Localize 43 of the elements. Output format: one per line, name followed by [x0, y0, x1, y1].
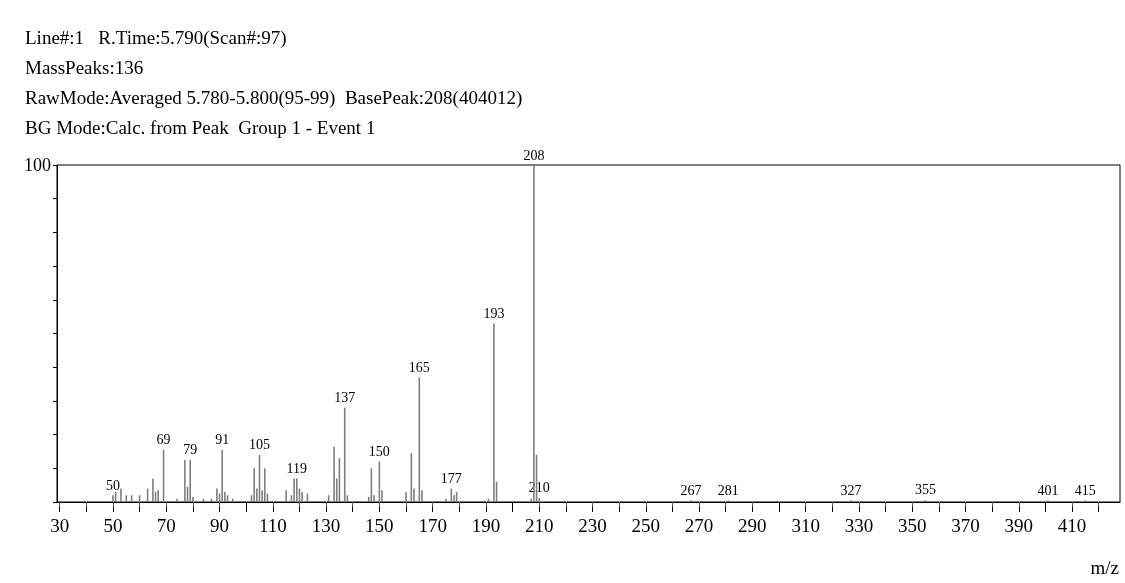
x-tick-label: 50 [103, 515, 123, 536]
annotation: 208 [523, 147, 545, 163]
annotation: 210 [528, 480, 550, 496]
x-tick-label: 290 [738, 515, 767, 536]
x-tick-label: 270 [684, 515, 714, 536]
annotation: 281 [717, 482, 739, 498]
annotation: 150 [368, 444, 390, 460]
x-tick-label: 130 [311, 515, 341, 536]
x-tick-label: 250 [631, 515, 661, 536]
annotation: 401 [1037, 482, 1059, 498]
annotation: 137 [334, 390, 356, 406]
annotation: 177 [440, 471, 462, 487]
x-tick-label: 310 [791, 515, 820, 536]
annotation: 267 [680, 482, 702, 498]
annotation: 91 [215, 432, 230, 448]
annotation: 105 [248, 437, 270, 453]
x-tick-label: 330 [844, 515, 874, 536]
annotation: 415 [1074, 482, 1096, 498]
x-tick-label: 230 [578, 515, 607, 536]
annotation: 50 [105, 477, 120, 493]
x-tick-label: 170 [418, 515, 447, 536]
annotation: 327 [840, 482, 862, 498]
x-tick-label: 210 [524, 515, 554, 536]
x-tick-label: 70 [156, 515, 176, 536]
x-tick-label: 410 [1057, 515, 1087, 536]
x-tick-label: 370 [951, 515, 980, 536]
chart-title: Line#:1 R.Time:5.790(Scan#:97) [25, 27, 287, 49]
annotation: 193 [483, 305, 505, 321]
x-tick-label: 190 [471, 515, 501, 536]
annotation: 165 [408, 359, 430, 375]
annotation: 79 [183, 442, 198, 458]
x-tick-label: 110 [258, 515, 287, 536]
annotation: 69 [156, 432, 171, 448]
x-axis-title: m/z [1090, 557, 1120, 578]
y-tick-label: 100 [24, 155, 51, 175]
x-tick-label: 90 [210, 515, 230, 536]
annotation: 355 [915, 482, 937, 498]
x-tick-label: 30 [50, 515, 70, 536]
x-tick-label: 350 [897, 515, 927, 536]
annotation: 119 [286, 460, 308, 476]
x-tick-label: 150 [365, 515, 394, 536]
x-tick-label: 390 [1004, 515, 1034, 536]
chart-subtitle: MassPeaks:136 RawMode:Averaged 5.780-5.800(95-99) BasePeak:208(404012) BG Mode:Calc. from Peak Group 1 - Event 1 [25, 57, 523, 138]
